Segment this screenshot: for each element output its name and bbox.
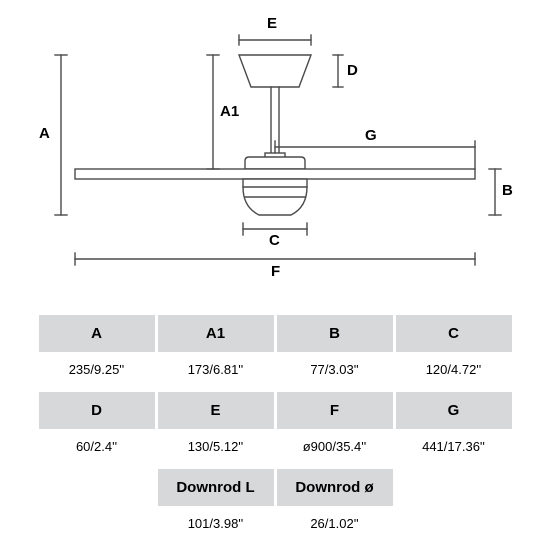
label-e: E [267,15,277,32]
spec-table-3: Downrod L Downrod ø 101/3.98'' 26/1.02'' [155,469,396,541]
val-e: 130/5.12'' [158,429,274,464]
label-f: F [271,263,280,280]
val-a1: 173/6.81'' [158,352,274,387]
val-d: 60/2.4'' [39,429,155,464]
hdr-downrod-l: Downrod L [158,469,274,506]
label-a: A [39,125,50,142]
spec-table-2: D E F G 60/2.4'' 130/5.12'' ø900/35.4'' … [36,392,515,464]
fan-diagram: E D A1 A G B C F [35,25,515,285]
val-a: 235/9.25'' [39,352,155,387]
spec-sheet: E D A1 A G B C F A A1 B C 235/9.25'' 173… [0,0,550,550]
hdr-d: D [39,392,155,429]
val-downrod-d: 26/1.02'' [277,506,393,541]
label-b: B [502,182,513,199]
hdr-g: G [396,392,512,429]
label-c: C [269,232,280,249]
hdr-b: B [277,315,393,352]
label-d: D [347,62,358,79]
val-c: 120/4.72'' [396,352,512,387]
hdr-a1: A1 [158,315,274,352]
val-b: 77/3.03'' [277,352,393,387]
label-a1: A1 [220,103,239,120]
hdr-f: F [277,392,393,429]
hdr-c: C [396,315,512,352]
label-g: G [365,127,377,144]
hdr-a: A [39,315,155,352]
spec-table-1: A A1 B C 235/9.25'' 173/6.81'' 77/3.03''… [36,315,515,387]
hdr-downrod-d: Downrod ø [277,469,393,506]
hdr-e: E [158,392,274,429]
spec-tables: A A1 B C 235/9.25'' 173/6.81'' 77/3.03''… [35,315,515,541]
val-g: 441/17.36'' [396,429,512,464]
val-f: ø900/35.4'' [277,429,393,464]
val-downrod-l: 101/3.98'' [158,506,274,541]
